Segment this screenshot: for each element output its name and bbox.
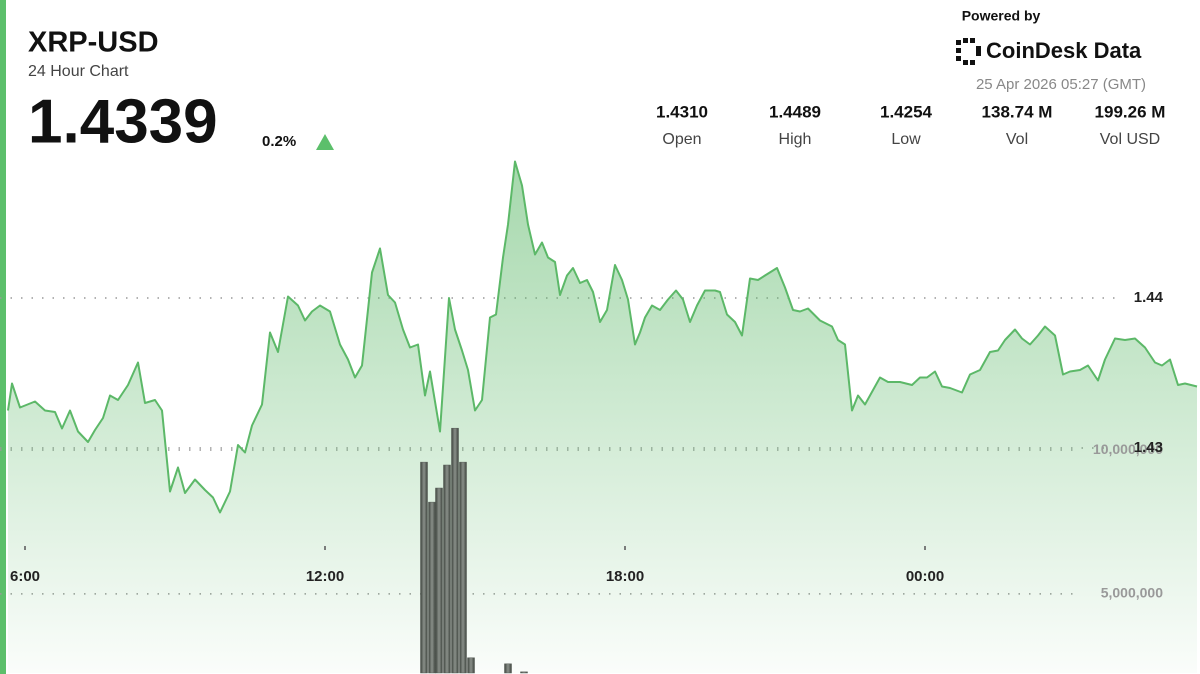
volume-bar xyxy=(428,501,436,674)
x-tick-label: 00:00 xyxy=(906,568,944,585)
volume-bar xyxy=(443,464,451,674)
stat-label: Low xyxy=(891,131,921,148)
stat-value: 1.4489 xyxy=(769,102,821,121)
timestamp: 25 Apr 2026 05:27 (GMT) xyxy=(976,76,1146,93)
volume-bar xyxy=(520,671,528,674)
stat-label: Open xyxy=(662,131,701,148)
symbol: XRP-USD xyxy=(28,27,159,59)
volume-bar xyxy=(459,461,467,674)
x-tick-label: 18:00 xyxy=(606,568,644,585)
y2-tick-label: 5,000,000 xyxy=(1101,585,1163,601)
x-tick-label: 6:00 xyxy=(10,568,40,585)
volume-bar xyxy=(451,427,459,674)
y-tick-label: 1.43 xyxy=(1134,439,1163,456)
volume-bar xyxy=(420,461,428,674)
volume-bar xyxy=(504,663,512,674)
powered-by: Powered by xyxy=(962,8,1041,24)
stat-label: Vol xyxy=(1006,131,1028,148)
y-tick-label: 1.44 xyxy=(1134,289,1164,306)
stat-value: 1.4310 xyxy=(656,102,708,121)
stat-value: 138.74 M xyxy=(982,102,1053,121)
subtitle: 24 Hour Chart xyxy=(28,63,129,80)
volume-bar xyxy=(467,657,475,674)
price: 1.4339 xyxy=(28,87,218,156)
stat-value: 199.26 M xyxy=(1095,102,1166,121)
stat-value: 1.4254 xyxy=(880,102,933,121)
stat-label: High xyxy=(779,131,812,148)
volume-bar xyxy=(435,487,443,674)
stats: 1.4310 Open 1.4489 High 1.4254 Low 138.74 M Vol… xyxy=(656,102,1165,148)
price-line xyxy=(7,160,1198,514)
brand-icon xyxy=(956,38,981,65)
x-tick-label: 12:00 xyxy=(306,568,344,585)
stat-label: Vol USD xyxy=(1100,131,1160,148)
change: 0.2% xyxy=(262,133,296,150)
y2-tick-label: 10,000,000 xyxy=(1093,441,1163,457)
accent-bar xyxy=(0,0,6,674)
brand: CoinDesk Data xyxy=(986,38,1142,63)
area-fill xyxy=(8,161,1197,673)
up-arrow xyxy=(316,134,334,150)
